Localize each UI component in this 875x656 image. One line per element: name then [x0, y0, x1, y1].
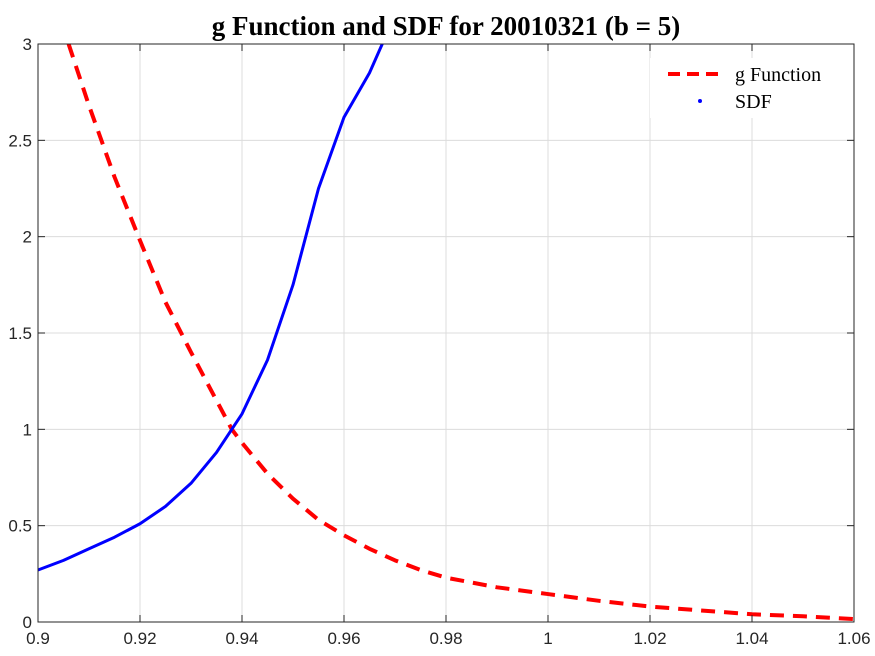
y-axis: 0 0.5 1 1.5 2 2.5 3 [8, 35, 854, 632]
x-tick-label: 1.04 [735, 629, 768, 648]
x-tick-label: 0.96 [327, 629, 360, 648]
x-tick-label: 0.9 [26, 629, 50, 648]
x-tick-label: 1 [543, 629, 552, 648]
legend-box [650, 58, 846, 118]
x-tick-label: 1.02 [633, 629, 666, 648]
x-axis: 0.9 0.92 0.94 0.96 0.98 1 1.02 1.04 1.06 [26, 44, 871, 648]
x-tick-label: 0.98 [429, 629, 462, 648]
y-tick-label: 0.5 [8, 517, 32, 536]
legend-label-sdf: SDF [735, 91, 772, 113]
y-tick-label: 1.5 [8, 324, 32, 343]
y-tick-label: 2.5 [8, 131, 32, 150]
x-tick-label: 1.06 [837, 629, 870, 648]
y-tick-label: 0 [23, 613, 32, 632]
chart-title: g Function and SDF for 20010321 (b = 5) [212, 11, 680, 41]
x-tick-label: 0.92 [123, 629, 156, 648]
series-layer [37, 43, 855, 622]
legend: g Function SDF [650, 58, 846, 118]
series-line-sdf [37, 43, 384, 572]
series-line-g-function [66, 43, 855, 622]
y-tick-label: 2 [23, 228, 32, 247]
y-tick-label: 3 [23, 35, 32, 54]
y-tick-label: 1 [23, 420, 32, 439]
legend-swatch-sdf [698, 99, 702, 103]
x-tick-label: 0.94 [225, 629, 258, 648]
grid [37, 43, 855, 623]
legend-label-g-function: g Function [735, 64, 821, 86]
